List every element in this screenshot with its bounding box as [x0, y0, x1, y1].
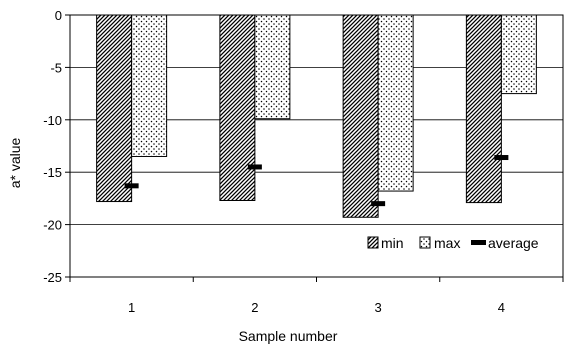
average-marker-1	[124, 183, 139, 189]
x-tick-label: 4	[498, 300, 505, 315]
bar-min-3	[342, 14, 379, 218]
y-axis-title: a* value	[7, 137, 23, 188]
y-tick-label: -15	[43, 165, 62, 180]
y-tick-label: -5	[50, 60, 62, 75]
y-tick-label: -25	[43, 270, 62, 285]
x-tick-label: 2	[251, 300, 258, 315]
bar-max-2	[254, 14, 291, 120]
average-marker-2	[247, 164, 262, 170]
x-tick-label: 1	[128, 300, 135, 315]
legend: min max average	[367, 235, 539, 251]
average-markers	[124, 155, 509, 207]
y-axis-ticks: 0 -5 -10 -15 -20 -25	[43, 8, 70, 285]
bar-max-4	[500, 14, 537, 95]
legend-max-label: max	[434, 235, 460, 251]
legend-min-swatch	[367, 236, 379, 249]
y-tick-label: -10	[43, 113, 62, 128]
y-tick-label: -20	[43, 218, 62, 233]
bar-min-1	[96, 14, 133, 203]
bar-max-1	[131, 14, 168, 157]
legend-average-swatch	[471, 240, 486, 245]
legend-max-swatch	[419, 236, 431, 249]
x-tick-label: 3	[375, 300, 382, 315]
x-axis-title: Sample number	[239, 328, 338, 344]
average-marker-4	[494, 155, 509, 161]
bar-max-3	[377, 14, 414, 192]
y-tick-label: 0	[55, 8, 62, 23]
average-marker-3	[371, 201, 386, 207]
x-axis-ticks: 1 2 3 4	[69, 277, 564, 315]
bars	[96, 14, 537, 218]
bar-min-2	[219, 14, 256, 201]
bar-min-4	[465, 14, 502, 204]
legend-average-label: average	[488, 235, 539, 251]
legend-min-label: min	[381, 235, 404, 251]
